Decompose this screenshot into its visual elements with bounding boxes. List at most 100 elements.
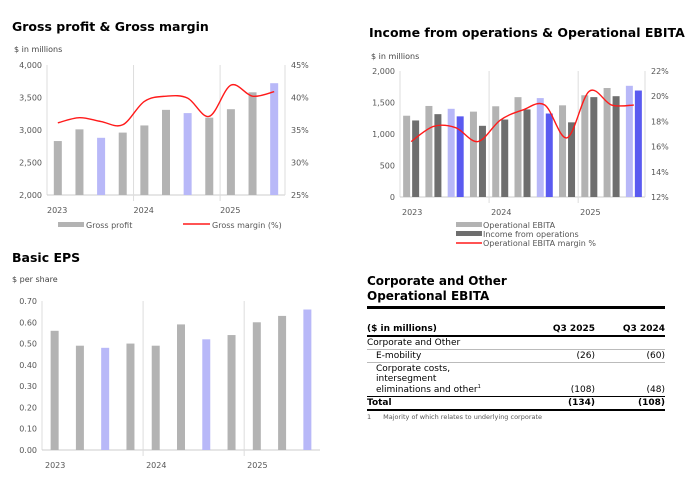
legend-swatch-op-ebita bbox=[456, 222, 482, 227]
bar-value bbox=[75, 345, 84, 450]
bar-gross-profit bbox=[226, 109, 235, 195]
bar-gross-profit bbox=[205, 117, 214, 195]
row-label: E-mobility bbox=[376, 351, 422, 361]
bar-income-from-operations bbox=[545, 113, 553, 197]
footnote: 1 Majority of which relates to underlying… bbox=[367, 413, 665, 421]
bar-gross-profit bbox=[162, 109, 170, 195]
chart-title-gross-profit: Gross profit & Gross margin bbox=[12, 19, 209, 34]
bar-gross-profit bbox=[183, 113, 192, 195]
row-label-text: Corporate costs, intersegment eliminatio… bbox=[376, 364, 478, 395]
table-header: ($ in millions) Q3 2025 Q3 2024 bbox=[367, 323, 665, 337]
chart-title-eps: Basic EPS bbox=[12, 250, 81, 265]
legend-gross-margin: Gross margin (%) bbox=[212, 221, 282, 230]
bar-income-from-operations bbox=[568, 122, 576, 197]
y-tick-label: 0.20 bbox=[19, 403, 37, 412]
line-operational-ebita-margin- bbox=[410, 89, 634, 143]
year-label: 2024 bbox=[491, 208, 511, 217]
y-tick-label: 0.10 bbox=[19, 425, 37, 434]
row-q3-2025: (26) bbox=[576, 351, 595, 361]
total-q3-2025: (134) bbox=[567, 398, 595, 408]
y2-tick-label: 20% bbox=[651, 92, 669, 101]
y-tick-label: 3,000 bbox=[19, 126, 42, 135]
bar-operational-ebita bbox=[447, 108, 455, 197]
bar-operational-ebita bbox=[492, 106, 500, 197]
income-ebita-unit: $ in millions bbox=[371, 52, 420, 61]
y-tick-label: 1,500 bbox=[372, 99, 395, 108]
y-tick-label: 0 bbox=[390, 193, 395, 202]
bar-operational-ebita bbox=[403, 115, 411, 197]
y2-tick-label: 35% bbox=[291, 126, 309, 135]
y2-tick-label: 18% bbox=[651, 117, 669, 126]
footnote-text: Majority of which relates to underlying … bbox=[383, 413, 543, 421]
row-q3-2024: (48) bbox=[646, 385, 665, 395]
bar-income-from-operations bbox=[523, 109, 531, 197]
y2-tick-label: 14% bbox=[651, 168, 669, 177]
legend-ebita-margin: Operational EBITA margin % bbox=[483, 239, 596, 248]
table-section-row: Corporate and Other bbox=[367, 337, 665, 350]
y-tick-label: 0.40 bbox=[19, 361, 37, 370]
y-tick-label: 2,500 bbox=[19, 159, 42, 168]
header-q3-2025: Q3 2025 bbox=[552, 324, 595, 334]
year-label: 2025 bbox=[220, 206, 240, 215]
row-q3-2024: (60) bbox=[646, 351, 665, 361]
bar-income-from-operations bbox=[501, 119, 509, 197]
y-tick-label: 1,000 bbox=[372, 130, 395, 139]
y-tick-label: 500 bbox=[380, 162, 395, 171]
legend-op-ebita: Operational EBITA bbox=[483, 221, 556, 230]
bar-gross-profit bbox=[118, 132, 127, 195]
y2-tick-label: 16% bbox=[651, 143, 669, 152]
legend-swatch-income-ops bbox=[456, 231, 482, 236]
bar-value bbox=[126, 343, 135, 450]
y2-tick-label: 45% bbox=[291, 61, 309, 70]
year-label: 2024 bbox=[146, 461, 166, 470]
bar-income-from-operations bbox=[478, 125, 486, 197]
y-tick-label: 2,000 bbox=[19, 191, 42, 200]
bar-income-from-operations bbox=[634, 90, 642, 197]
bar-gross-profit bbox=[75, 129, 84, 195]
y2-tick-label: 12% bbox=[651, 193, 669, 202]
y-tick-label: 0.50 bbox=[19, 340, 37, 349]
bar-gross-profit bbox=[270, 83, 279, 195]
bar-value bbox=[227, 335, 236, 450]
bar-operational-ebita bbox=[625, 85, 633, 197]
bar-value bbox=[151, 345, 160, 450]
bar-value bbox=[202, 339, 211, 450]
y-tick-label: 0.60 bbox=[19, 318, 37, 327]
bar-operational-ebita bbox=[425, 105, 433, 197]
gross-profit-unit: $ in millions bbox=[14, 45, 63, 54]
chart-title-income-ebita: Income from operations & Operational EBI… bbox=[369, 25, 685, 40]
row-label: Corporate costs, intersegment eliminatio… bbox=[367, 364, 525, 395]
bar-operational-ebita bbox=[514, 97, 522, 197]
bar-value bbox=[101, 347, 110, 450]
total-label: Total bbox=[367, 398, 392, 408]
footnote-number: 1 bbox=[367, 413, 372, 421]
y2-tick-label: 30% bbox=[291, 159, 309, 168]
year-label: 2024 bbox=[134, 206, 154, 215]
bar-gross-profit bbox=[248, 92, 257, 195]
year-label: 2023 bbox=[47, 206, 67, 215]
y2-tick-label: 22% bbox=[651, 67, 669, 76]
bar-gross-profit bbox=[97, 137, 106, 195]
year-label: 2023 bbox=[45, 461, 65, 470]
y-tick-label: 2,000 bbox=[372, 67, 395, 76]
total-q3-2024: (108) bbox=[637, 398, 665, 408]
footnote-marker: 1 bbox=[477, 384, 481, 390]
bar-operational-ebita bbox=[559, 105, 567, 197]
bar-value bbox=[252, 322, 261, 450]
bar-income-from-operations bbox=[590, 97, 598, 197]
bar-income-from-operations bbox=[412, 120, 420, 197]
bar-value bbox=[303, 309, 312, 450]
year-label: 2023 bbox=[402, 208, 422, 217]
bar-income-from-operations bbox=[456, 116, 464, 197]
legend-gross-profit: Gross profit bbox=[86, 221, 132, 230]
y-tick-label: 0.00 bbox=[19, 446, 37, 455]
bar-gross-profit bbox=[140, 125, 149, 195]
header-unit: ($ in millions) bbox=[367, 324, 437, 334]
row-q3-2025: (108) bbox=[570, 385, 595, 395]
y2-tick-label: 40% bbox=[291, 94, 309, 103]
y2-tick-label: 25% bbox=[291, 191, 309, 200]
y-tick-label: 0.30 bbox=[19, 382, 37, 391]
bar-income-from-operations bbox=[434, 114, 442, 197]
bar-operational-ebita bbox=[469, 111, 477, 197]
